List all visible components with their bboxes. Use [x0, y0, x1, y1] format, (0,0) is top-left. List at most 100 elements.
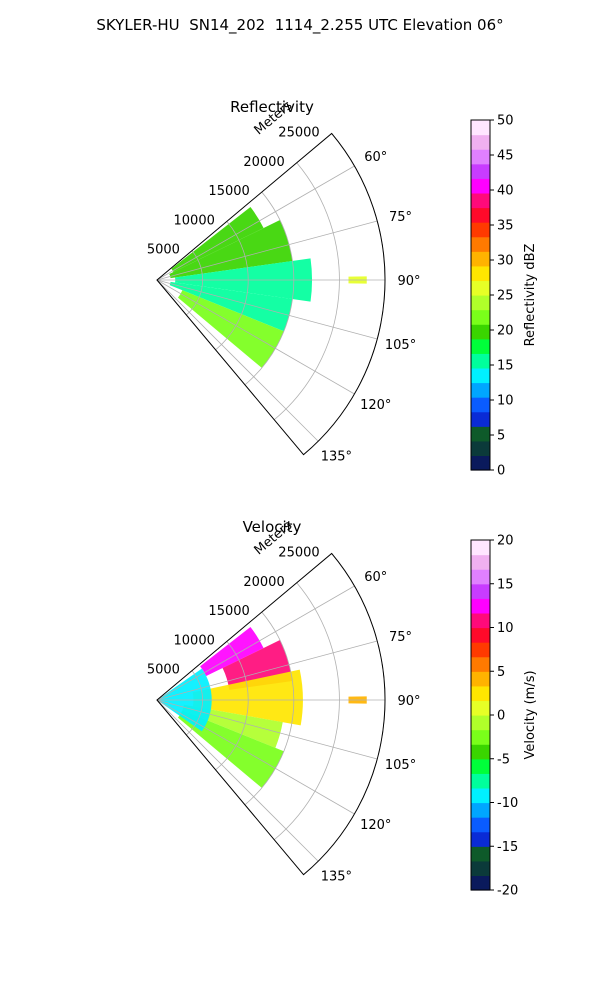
- colorbar-segment: [471, 134, 490, 150]
- panel-title: Reflectivity: [230, 98, 314, 116]
- colorbar-tick-label: -20: [497, 884, 518, 899]
- colorbar-segment: [471, 178, 490, 194]
- angle-tick-label: 135°: [321, 869, 352, 884]
- colorbar-tick-label: 10: [497, 621, 514, 636]
- colorbar-segment: [471, 149, 490, 165]
- colorbar-segment: [471, 860, 490, 877]
- colorbar-segment: [471, 787, 490, 804]
- colorbar-segment: [471, 685, 490, 702]
- colorbar-segment: [471, 598, 490, 614]
- angle-spoke: [156, 699, 319, 862]
- range-tick-label: 10000: [174, 633, 215, 648]
- velocity-panel: Velocity500010000150002000025000Meters60…: [147, 518, 538, 899]
- colorbar-segment: [471, 802, 490, 818]
- colorbar-segment: [471, 700, 490, 716]
- reflectivity-panel: Reflectivity500010000150002000025000Mete…: [147, 98, 538, 479]
- range-tick-label: 20000: [243, 155, 284, 170]
- range-ring: [244, 191, 295, 386]
- colorbar-segment: [471, 192, 490, 209]
- colorbar-tick-label: 50: [497, 114, 514, 129]
- angle-spoke: [156, 220, 378, 281]
- colorbar-tick-label: -15: [497, 840, 518, 855]
- colorbar-segment: [471, 207, 490, 223]
- range-tick-label: 10000: [174, 213, 215, 228]
- colorbar-tick-label: 5: [497, 429, 505, 444]
- colorbar-tick-label: 30: [497, 254, 514, 269]
- colorbar-tick-label: 40: [497, 184, 514, 199]
- colorbar-segment: [471, 744, 490, 760]
- range-tick-label: 15000: [208, 604, 249, 619]
- angle-tick-label: 105°: [385, 338, 416, 353]
- colorbar-tick-label: 20: [497, 324, 514, 339]
- angle-tick-label: 90°: [397, 694, 420, 709]
- colorbar-segment: [471, 729, 490, 745]
- colorbar-segment: [471, 758, 490, 774]
- colorbar-segment: [471, 280, 490, 296]
- angle-spoke: [156, 279, 378, 340]
- colorbar-segment: [471, 831, 490, 847]
- colorbar-segment: [471, 397, 490, 413]
- angle-spoke: [156, 699, 355, 815]
- colorbar-segment: [471, 440, 490, 457]
- data-layer: [157, 627, 367, 788]
- colorbar-tick-label: 45: [497, 149, 514, 164]
- range-ring: [244, 611, 295, 806]
- colorbar-segment: [471, 583, 490, 599]
- colorbar-segment: [471, 627, 490, 643]
- range-tick-label: 15000: [208, 184, 249, 199]
- page-title: SKYLER-HU SN14_202 1114_2.255 UTC Elevat…: [96, 16, 504, 34]
- colorbar-tick-label: 0: [497, 464, 505, 479]
- range-tick-label: 5000: [147, 663, 180, 678]
- colorbar-segment: [471, 846, 490, 862]
- panel-title: Velocity: [243, 518, 302, 536]
- angle-spoke: [156, 279, 319, 442]
- colorbar-segment: [471, 656, 490, 672]
- colorbar-segment: [471, 612, 490, 629]
- colorbar-segment: [471, 120, 490, 136]
- polar-frame: [156, 132, 386, 456]
- colorbar-segment: [471, 411, 490, 427]
- range-tick-label: 25000: [278, 545, 319, 560]
- angle-tick-label: 60°: [364, 570, 387, 585]
- colorbar-segment: [471, 875, 490, 891]
- range-ring: [215, 641, 249, 771]
- colorbar-label: Velocity (m/s): [523, 670, 538, 759]
- data-sector: [177, 290, 284, 368]
- angle-tick-label: 60°: [364, 150, 387, 165]
- colorbar-segment: [471, 455, 490, 471]
- angle-tick-label: 120°: [360, 818, 391, 833]
- colorbar-tick-label: 0: [497, 709, 505, 724]
- angle-tick-label: 75°: [389, 210, 412, 225]
- colorbar-tick-label: 5: [497, 665, 505, 680]
- data-sector: [177, 710, 284, 788]
- colorbar-tick-label: 35: [497, 219, 514, 234]
- angle-spoke: [156, 279, 355, 395]
- range-tick-label: 25000: [278, 125, 319, 140]
- colorbar-tick-label: 10: [497, 394, 514, 409]
- colorbar-segment: [471, 295, 490, 311]
- data-sector: [200, 627, 264, 677]
- polar-frame: [156, 552, 386, 876]
- angle-tick-label: 120°: [360, 398, 391, 413]
- colorbar-segment: [471, 671, 490, 687]
- colorbar-segment: [471, 265, 490, 282]
- angle-tick-label: 90°: [397, 274, 420, 289]
- colorbar-segment: [471, 426, 490, 442]
- range-ring: [273, 582, 340, 841]
- colorbar-tick-label: 15: [497, 359, 514, 374]
- angle-spoke: [156, 165, 355, 281]
- colorbar-segment: [471, 715, 490, 731]
- colorbar-tick-label: -10: [497, 796, 518, 811]
- colorbar-segment: [471, 324, 490, 340]
- data-sector: [171, 207, 264, 273]
- colorbar-segment: [471, 353, 490, 369]
- colorbar-segment: [471, 222, 490, 238]
- colorbar-segment: [471, 236, 490, 252]
- range-tick-label: 20000: [243, 575, 284, 590]
- colorbar-segment: [471, 569, 490, 585]
- colorbar-segment: [471, 773, 490, 789]
- colorbar-segment: [471, 367, 490, 384]
- range-ring: [273, 162, 340, 421]
- angle-spoke: [156, 640, 378, 701]
